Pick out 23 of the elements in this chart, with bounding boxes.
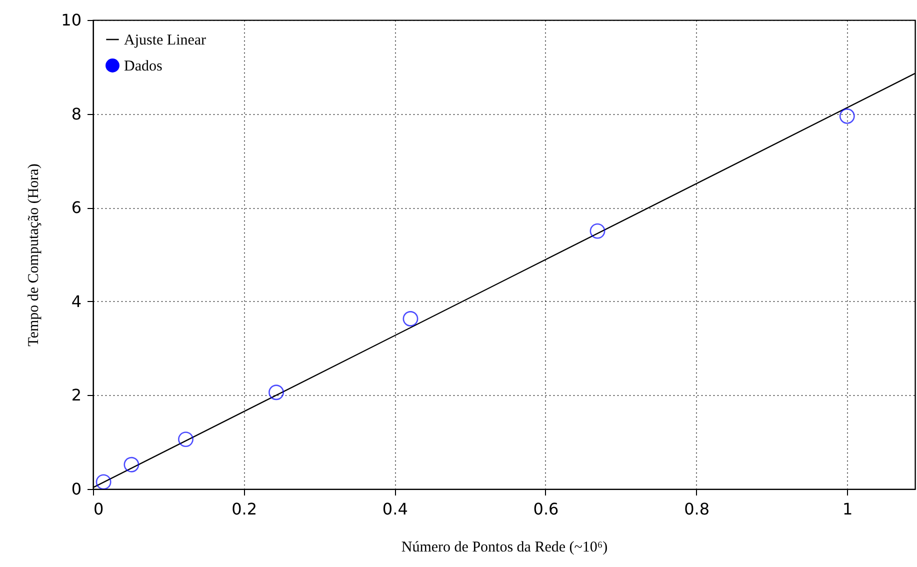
x-axis-title: Número de Pontos da Rede (~10⁶)	[401, 540, 608, 556]
y-tick-label: 4	[71, 292, 82, 311]
y-axis-title: Tempo de Computação (Hora)	[26, 164, 42, 346]
point	[268, 384, 284, 400]
x-tick-label: 0.4	[382, 500, 408, 518]
x-tick-label: 0.6	[533, 500, 559, 518]
point	[96, 474, 112, 489]
x-tick-label: 0.8	[684, 500, 710, 518]
y-tick-label: 8	[71, 104, 82, 124]
point	[839, 108, 855, 124]
y-tick-label: 2	[71, 386, 82, 405]
x-tick-label: 0	[94, 500, 104, 518]
y-tick-label: 6	[71, 198, 82, 218]
x-tick-label: 1	[842, 500, 853, 518]
x-tick-label: 0.2	[232, 500, 258, 518]
point	[402, 311, 418, 326]
point	[124, 456, 140, 472]
legend-label: Ajuste Linear	[124, 32, 206, 48]
y-tick-label: 0	[71, 480, 82, 498]
point	[590, 223, 606, 239]
y-tick-label: 10	[61, 10, 82, 30]
point	[178, 432, 194, 447]
legend-label: Dados	[124, 58, 162, 74]
